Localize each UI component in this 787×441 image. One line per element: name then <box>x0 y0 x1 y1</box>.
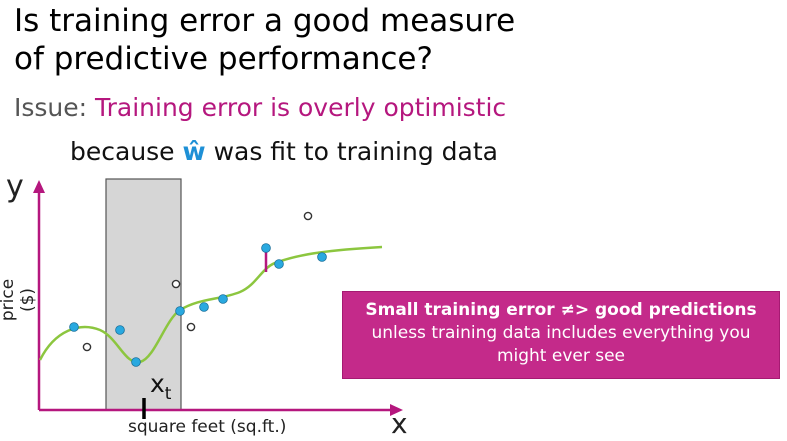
training-point <box>317 252 327 262</box>
title-line-1: Is training error a good measure <box>14 3 516 39</box>
callout-box: Small training error ≠> good predictions… <box>342 291 780 379</box>
callout-headline: Small training error ≠> good predictions <box>365 300 757 320</box>
because-line: because ŵ was fit to training data <box>70 136 498 168</box>
x-axis-arrow-icon <box>390 404 403 416</box>
issue-prefix: Issue: <box>14 93 96 122</box>
training-point <box>69 322 79 332</box>
test-point <box>303 211 313 221</box>
x-axis-label: square feet (sq.ft.) <box>128 417 287 437</box>
callout-line-3: might ever see <box>496 346 626 366</box>
callout-line-2: unless training data includes everything… <box>371 323 751 343</box>
fit-curve <box>38 245 383 364</box>
y-axis-label: price ($) <box>0 278 38 322</box>
training-point <box>175 306 185 316</box>
training-point <box>218 294 228 304</box>
x-axis-symbol: x <box>391 407 408 440</box>
because-after: was fit to training data <box>205 137 498 166</box>
training-point <box>199 302 209 312</box>
y-axis-arrow-icon <box>33 180 45 193</box>
issue-line: Issue: Training error is overly optimist… <box>14 92 506 124</box>
training-point <box>274 259 284 269</box>
xt-subscript: t <box>164 384 172 404</box>
xt-main: x <box>150 369 165 398</box>
title-line-2: of predictive performance? <box>14 41 433 77</box>
because-before: because <box>70 137 183 166</box>
issue-highlight: Training error is overly optimistic <box>95 93 507 122</box>
slide-title: Is training error a good measure of pred… <box>14 2 515 78</box>
training-point <box>115 325 125 335</box>
training-point <box>131 357 141 367</box>
test-point <box>186 322 196 332</box>
xt-label: xt <box>150 370 171 408</box>
test-point <box>82 342 92 352</box>
y-axis-symbol: y <box>6 169 24 204</box>
test-point <box>171 279 181 289</box>
training-point <box>261 243 271 253</box>
test-region <box>105 178 182 411</box>
w-hat-symbol: ŵ <box>182 137 206 166</box>
